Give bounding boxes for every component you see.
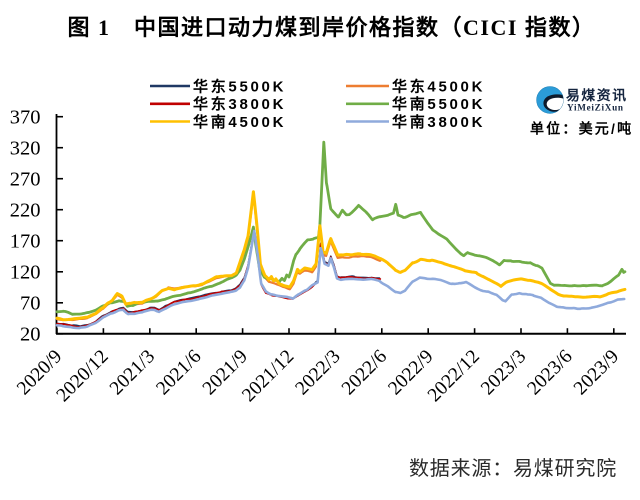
svg-text:华东3800K: 华东3800K — [193, 95, 286, 113]
svg-text:270: 270 — [10, 169, 41, 191]
svg-text:2021/6: 2021/6 — [152, 346, 205, 399]
svg-text:华南5500K: 华南5500K — [392, 95, 485, 113]
svg-text:YiMeiZiXun: YiMeiZiXun — [567, 103, 624, 113]
svg-text:易煤资讯: 易煤资讯 — [566, 87, 628, 103]
svg-text:华南4500K: 华南4500K — [193, 113, 286, 131]
svg-text:2023/6: 2023/6 — [524, 346, 577, 399]
svg-text:单位：美元/吨: 单位：美元/吨 — [530, 121, 633, 137]
svg-text:70: 70 — [20, 293, 41, 315]
svg-text:2022/12: 2022/12 — [424, 346, 484, 406]
svg-text:2022/3: 2022/3 — [292, 346, 345, 399]
svg-text:数据来源：易煤研究院: 数据来源：易煤研究院 — [409, 457, 617, 480]
svg-text:370: 370 — [10, 107, 41, 129]
svg-text:2021/3: 2021/3 — [106, 346, 159, 399]
svg-text:2022/6: 2022/6 — [338, 346, 391, 399]
svg-text:2023/3: 2023/3 — [477, 346, 530, 399]
svg-text:华南3800K: 华南3800K — [392, 113, 485, 131]
svg-text:2021/12: 2021/12 — [238, 346, 298, 406]
svg-text:220: 220 — [10, 200, 41, 222]
svg-text:170: 170 — [10, 231, 41, 253]
svg-text:320: 320 — [10, 138, 41, 160]
svg-text:华东5500K: 华东5500K — [193, 78, 286, 96]
svg-text:华东4500K: 华东4500K — [392, 78, 485, 96]
svg-text:20: 20 — [20, 324, 41, 346]
svg-text:2023/9: 2023/9 — [570, 346, 623, 399]
svg-text:120: 120 — [10, 262, 41, 284]
svg-text:2020/12: 2020/12 — [53, 346, 113, 406]
svg-text:图 1 中国进口动力煤到岸价格指数（CICI 指数）: 图 1 中国进口动力煤到岸价格指数（CICI 指数） — [68, 15, 596, 40]
